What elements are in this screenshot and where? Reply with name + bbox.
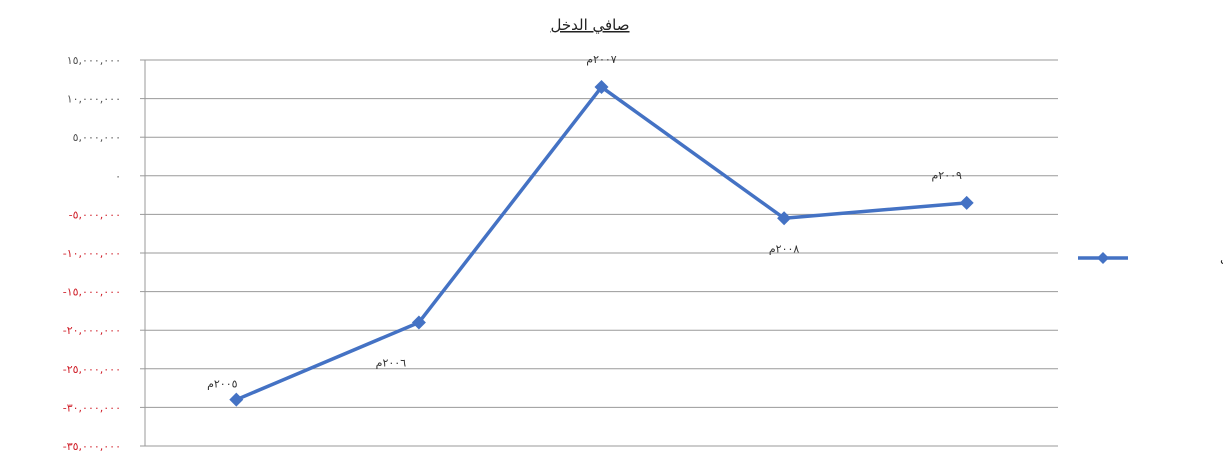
data-point-marker (411, 315, 426, 330)
data-labels: ٢٠٠٥م ٢٠٠٦م ٢٠٠٧م ٢٠٠٨م ٢٠٠٩م (207, 53, 962, 391)
data-point-marker (777, 211, 792, 226)
data-label: ٢٠٠٦م (376, 356, 407, 369)
data-point-marker (959, 195, 974, 210)
data-label: ٢٠٠٥م (207, 378, 238, 391)
y-tick-label: ٠ (115, 170, 121, 183)
data-point-marker (594, 80, 609, 95)
data-point-marker (229, 392, 244, 407)
y-tick-label: ١٠,٠٠٠,٠٠٠ (67, 93, 121, 106)
series-line (229, 80, 974, 407)
data-label: ٢٠٠٨م (769, 242, 800, 255)
y-tick-label: -٥,٠٠٠,٠٠٠ (69, 208, 121, 221)
y-tick-label: -٢٥,٠٠٠,٠٠٠ (63, 363, 121, 376)
y-tick-label: -٣٠,٠٠٠,٠٠٠ (63, 401, 121, 414)
y-tick-label: -١٥,٠٠٠,٠٠٠ (63, 286, 121, 299)
y-tick-label: -٢٠,٠٠٠,٠٠٠ (63, 324, 121, 337)
series-line-path (235, 85, 967, 402)
data-label: ٢٠٠٧م (586, 53, 617, 66)
y-tick-label: ٥,٠٠٠,٠٠٠ (73, 131, 121, 144)
y-tick-label: -٣٥,٠٠٠,٠٠٠ (63, 440, 121, 453)
legend-label: صافي الدخل (1220, 251, 1223, 265)
data-label: ٢٠٠٩م (931, 169, 962, 182)
chart-title: صافي الدخل (551, 16, 630, 35)
legend: صافي الدخل (1078, 251, 1223, 265)
y-tick-label: -١٠,٠٠٠,٠٠٠ (63, 247, 121, 260)
legend-marker-icon (1097, 252, 1109, 264)
y-tick-label: ١٥,٠٠٠,٠٠٠ (67, 54, 121, 67)
y-axis: ١٥,٠٠٠,٠٠٠ ١٠,٠٠٠,٠٠٠ ٥,٠٠٠,٠٠٠ ٠ -٥,٠٠٠,٠٠٠… (63, 54, 146, 453)
gridlines (145, 59, 1058, 447)
